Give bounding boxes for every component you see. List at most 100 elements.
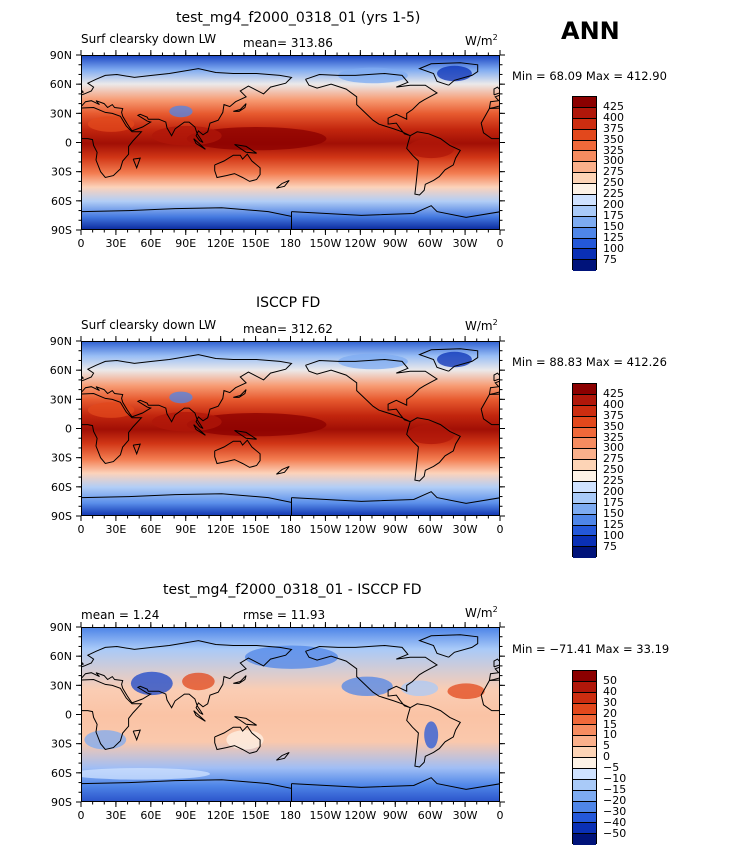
colorbar-level-label: 40 — [603, 684, 617, 698]
coastline — [233, 675, 247, 684]
map-field — [82, 56, 499, 229]
x-tick-label: 30E — [105, 237, 126, 250]
colorbar-level-label: 350 — [603, 132, 624, 146]
colorbar-level-label: 100 — [603, 528, 624, 542]
x-tick-label: 90E — [175, 809, 196, 822]
coastline — [305, 644, 438, 709]
field-anomaly — [338, 67, 408, 84]
field-anomaly — [182, 672, 215, 691]
panel3-title: test_mg4_f2000_0318_01 - ISCCP FD — [163, 582, 422, 598]
colorbar-level-label: 15 — [603, 717, 617, 731]
colorbar-level-label: 350 — [603, 419, 624, 433]
x-tick-label: 60W — [418, 809, 443, 822]
x-tick-label: 120W — [344, 237, 376, 250]
colorbar-swatch — [573, 801, 596, 813]
panel2-min-max: Min = 88.83 Max = 412.26 — [512, 355, 667, 369]
colorbar-swatch — [573, 460, 596, 472]
colorbar-level-label: 225 — [603, 187, 624, 201]
x-tick-label: 60W — [418, 237, 443, 250]
panel2-units: W/m2 — [465, 318, 498, 333]
panel2-map — [81, 341, 500, 516]
y-tick-label: 60S — [51, 481, 72, 494]
x-tick-label: 60E — [140, 237, 161, 250]
coastline — [82, 207, 292, 229]
colorbar-level-label: 375 — [603, 408, 624, 422]
colorbar-swatch — [573, 205, 596, 217]
field-anomaly — [407, 138, 455, 159]
panel3-map — [81, 627, 500, 802]
panel1-min-max: Min = 68.09 Max = 412.90 — [512, 69, 667, 83]
colorbar-swatch — [573, 681, 596, 693]
colorbar-swatch — [573, 747, 596, 759]
y-tick-label: 30S — [51, 452, 72, 465]
y-tick-label: 30S — [51, 166, 72, 179]
colorbar-swatch — [573, 260, 596, 272]
colorbar-level-label: 225 — [603, 474, 624, 488]
colorbar-swatch — [573, 238, 596, 250]
colorbar-level-label: 325 — [603, 143, 624, 157]
colorbar-level-label: 200 — [603, 198, 624, 211]
coastline — [276, 465, 290, 475]
coastline — [234, 430, 257, 440]
y-tick-label: 90S — [51, 224, 72, 237]
colorbar-swatch — [573, 514, 596, 526]
x-tick-label: 60E — [140, 809, 161, 822]
x-tick-label: 0 — [78, 237, 85, 250]
y-tick-label: 0 — [65, 423, 72, 436]
field-anomaly — [244, 645, 339, 669]
field-anomaly — [447, 683, 485, 699]
coastline — [82, 354, 293, 429]
colorbar-swatch — [573, 703, 596, 715]
colorbar-level-label: 5 — [603, 739, 610, 753]
panel1-field-label: Surf clearsky down LW — [81, 32, 217, 46]
y-tick-label: 30S — [51, 738, 72, 751]
colorbar-level-label: 150 — [603, 219, 624, 233]
colorbar-level-label: 125 — [603, 517, 624, 531]
coastline — [132, 729, 141, 742]
colorbar-swatch — [573, 107, 596, 119]
coastline — [406, 131, 462, 196]
panel1-title: test_mg4_f2000_0318_01 (yrs 1-5) — [176, 10, 421, 26]
colorbar-level-label: −15 — [603, 782, 627, 796]
x-tick-label: 180 — [280, 523, 301, 536]
colorbar-swatch — [573, 195, 596, 206]
panel2-field-label: Surf clearsky down LW — [81, 318, 217, 332]
panel2-mean: mean= 312.62 — [243, 322, 333, 336]
y-tick-label: 30N — [50, 679, 72, 692]
panel2-colorbar — [572, 383, 597, 559]
x-tick-label: 0 — [497, 523, 504, 536]
field-anomaly — [169, 105, 193, 118]
coastline — [276, 179, 290, 189]
y-tick-label: 60S — [51, 195, 72, 208]
colorbar-level-label: 325 — [603, 430, 624, 444]
coastline — [214, 439, 261, 468]
colorbar-level-label: 300 — [603, 154, 624, 168]
y-tick-label: 60S — [51, 767, 72, 780]
colorbar-swatch — [573, 671, 596, 682]
x-tick-label: 150W — [309, 237, 341, 250]
x-tick-label: 120W — [344, 809, 376, 822]
colorbar-level-label: 75 — [603, 252, 617, 266]
coastline — [214, 153, 261, 182]
x-tick-label: 120E — [207, 809, 235, 822]
field-anomaly — [407, 424, 455, 445]
colorbar-swatch — [573, 416, 596, 428]
colorbar-level-label: 100 — [603, 241, 624, 255]
colorbar-swatch — [573, 812, 596, 824]
coastline — [418, 62, 479, 86]
x-tick-label: 90E — [175, 237, 196, 250]
colorbar-swatch — [573, 525, 596, 537]
colorbar-swatch — [573, 405, 596, 417]
y-tick-label: 90N — [50, 621, 72, 634]
x-tick-label: 150E — [242, 809, 270, 822]
colorbar-swatch — [573, 394, 596, 406]
y-tick-label: 30N — [50, 393, 72, 406]
field-anomaly — [424, 721, 439, 749]
colorbar-swatch — [573, 184, 596, 196]
field-anomaly — [436, 65, 472, 82]
coastline — [82, 640, 293, 715]
colorbar-level-label: −5 — [603, 761, 620, 775]
field-anomaly — [82, 768, 211, 780]
colorbar-swatch — [573, 97, 596, 108]
coastline — [493, 658, 499, 668]
